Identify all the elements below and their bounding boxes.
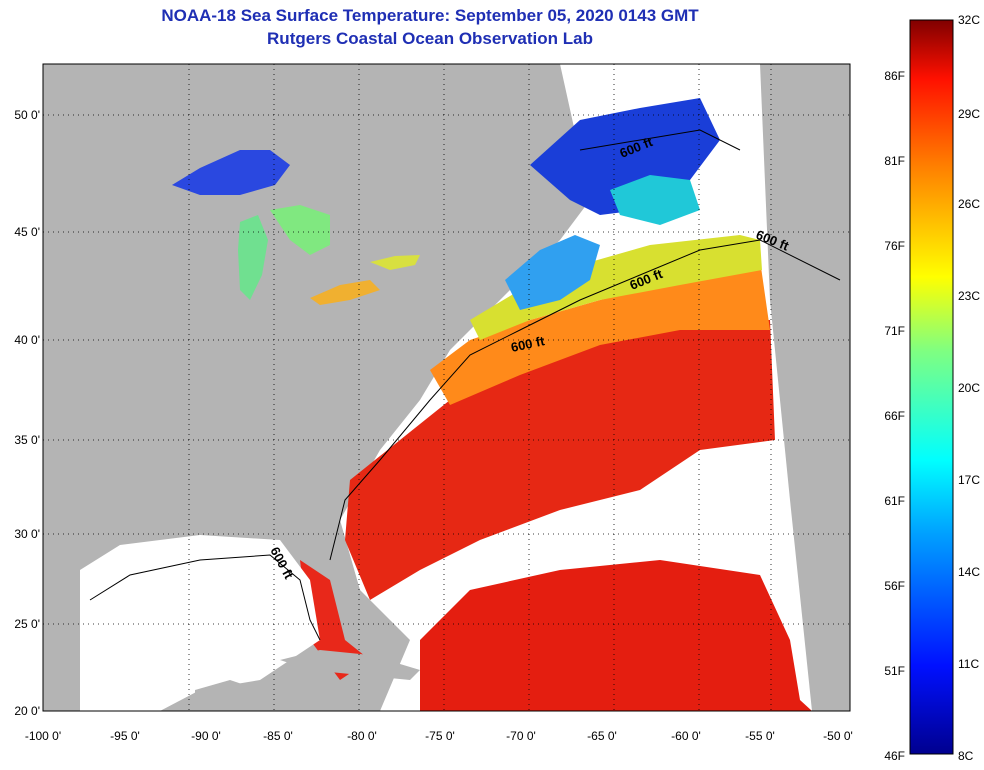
cuba (280, 650, 420, 680)
colorbar-label-f: 56F (884, 579, 905, 593)
shelf-waters (470, 235, 762, 340)
colorbar-label-f: 81F (884, 154, 905, 168)
map-area (43, 64, 850, 711)
orange-band (430, 260, 770, 405)
x-tick-label: -50 0' (823, 729, 853, 743)
colorbar-label-c: 14C (958, 565, 980, 579)
x-tick-label: -90 0' (191, 729, 221, 743)
y-tick-label: 25 0' (14, 617, 40, 631)
colorbar-label-f: 86F (884, 69, 905, 83)
lake-ontario (370, 255, 420, 270)
map-title: NOAA-18 Sea Surface Temperature: Septemb… (161, 6, 699, 25)
map-frame (42, 63, 851, 712)
warm-water-region (345, 320, 775, 600)
colorbar-label-c: 29C (958, 107, 980, 121)
colorbar-label-c: 17C (958, 473, 980, 487)
lake-huron (270, 205, 330, 255)
x-tick-label: -55 0' (745, 729, 775, 743)
x-tick-label: -100 0' (25, 729, 61, 743)
yucatan (195, 680, 260, 711)
colorbar-label-c: 11C (958, 657, 979, 671)
colorbar-label-f: 66F (884, 409, 905, 423)
depth-contour (89, 129, 841, 641)
x-tick-label: -80 0' (347, 729, 377, 743)
gulf-of-maine (505, 235, 600, 310)
st-lawrence-warm (610, 175, 700, 225)
florida-water (300, 560, 370, 680)
x-tick-label: -95 0' (110, 729, 140, 743)
x-tick-label: -85 0' (263, 729, 293, 743)
x-tick-label: -60 0' (671, 729, 701, 743)
colorbar-gradient (909, 19, 954, 755)
colorbar: 32C 29C 26C 23C 20C 17C 14C 11C 8C 86F 8… (884, 13, 980, 763)
x-tick-label: -65 0' (587, 729, 617, 743)
map-subtitle: Rutgers Coastal Ocean Observation Lab (267, 29, 593, 48)
colorbar-label-c: 8C (958, 749, 974, 763)
x-tick-label: -70 0' (506, 729, 536, 743)
y-tick-label: 45 0' (14, 225, 40, 239)
colorbar-label-f: 71F (884, 324, 905, 338)
y-tick-label: 35 0' (14, 433, 40, 447)
y-tick-label: 50 0' (14, 108, 40, 122)
colorbar-label-c: 23C (958, 289, 980, 303)
colorbar-label-f: 61F (884, 494, 905, 508)
y-tick-label: 30 0' (14, 527, 40, 541)
colorbar-label-c: 32C (958, 13, 980, 27)
colorbar-label-c: 20C (958, 381, 980, 395)
y-tick-label: 20 0' (14, 704, 40, 718)
gulf-of-mexico (80, 535, 320, 711)
lake-superior (172, 150, 290, 195)
y-tick-label: 40 0' (14, 333, 40, 347)
x-axis: -100 0' -95 0' -90 0' -85 0' -80 0' -75 … (25, 729, 853, 743)
y-axis: 50 0' 45 0' 40 0' 35 0' 30 0' 25 0' 20 0… (14, 108, 40, 718)
lake-erie (310, 280, 380, 305)
contour-label-midatlantic: 600 ft (510, 333, 547, 355)
colorbar-label-f: 46F (884, 749, 905, 763)
x-tick-label: -75 0' (425, 729, 455, 743)
colorbar-label-f: 76F (884, 239, 905, 253)
warm-water-south (420, 560, 812, 711)
colorbar-label-c: 26C (958, 197, 980, 211)
colorbar-label-f: 51F (884, 664, 905, 678)
lake-michigan (238, 215, 268, 300)
